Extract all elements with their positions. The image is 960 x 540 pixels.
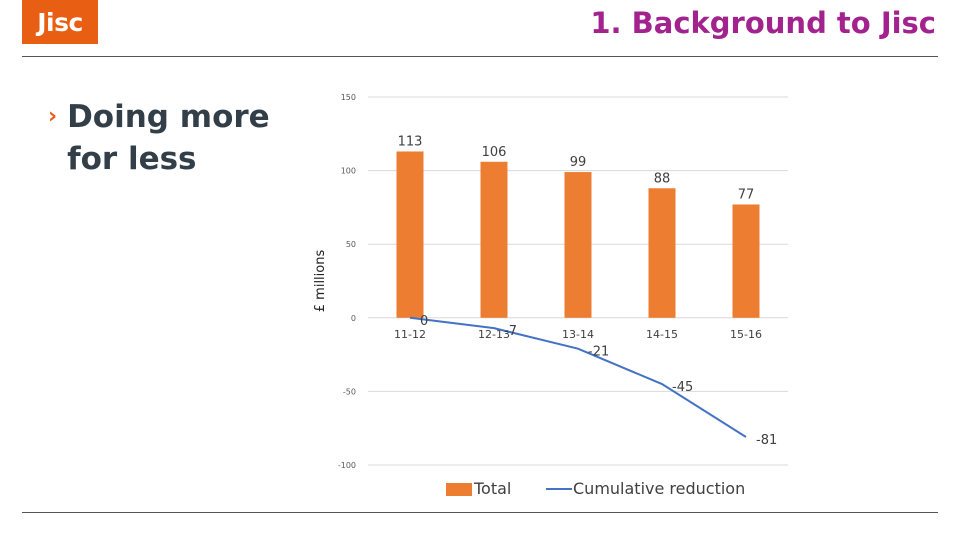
jisc-logo: Jisc <box>22 0 98 44</box>
bar-value-label: 113 <box>398 134 423 149</box>
bar-value-label: 88 <box>654 171 671 186</box>
footer-divider <box>22 512 938 513</box>
line-value-label: -21 <box>588 345 609 360</box>
bar <box>564 172 592 318</box>
line-value-label: -81 <box>756 433 777 448</box>
x-tick-label: 15-16 <box>730 328 762 341</box>
line-series-cumulative-reduction <box>409 316 747 438</box>
legend-label-total: Total <box>473 479 511 498</box>
y-tick-label: 100 <box>341 167 356 176</box>
legend-label-cumulative-reduction: Cumulative reduction <box>573 479 745 498</box>
x-tick-label: 13-14 <box>562 328 594 341</box>
legend-swatch-total <box>446 483 472 496</box>
bar <box>480 161 508 318</box>
x-tick-label: 14-15 <box>646 328 678 341</box>
y-tick-label: -100 <box>338 461 356 470</box>
y-tick-label: 50 <box>346 240 356 249</box>
y-axis-label: £ millions <box>313 250 328 313</box>
y-tick-label: 150 <box>341 93 356 102</box>
line-value-label: -7 <box>504 324 517 339</box>
budget-chart: 150 100 50 0 -50 -100 £ millions 113 106 99 88 77 11… <box>313 93 788 498</box>
bar-value-label: 99 <box>570 155 587 170</box>
bar <box>648 188 676 318</box>
y-tick-label: -50 <box>343 387 356 396</box>
x-tick-label: 11-12 <box>394 328 426 341</box>
bullet-point: › Doing more for less <box>48 96 288 180</box>
bar-value-label: 106 <box>482 145 507 160</box>
chevron-right-icon: › <box>48 104 58 129</box>
y-tick-label: 0 <box>351 314 356 323</box>
bullet-text: Doing more for less <box>67 99 270 177</box>
line-value-label: -45 <box>672 380 693 395</box>
bar-value-label: 77 <box>738 187 755 202</box>
bar <box>732 204 760 318</box>
header-divider <box>22 56 938 57</box>
line-value-label: 0 <box>420 314 428 329</box>
slide-title: 1. Background to Jisc <box>590 6 936 40</box>
bar <box>396 151 424 318</box>
